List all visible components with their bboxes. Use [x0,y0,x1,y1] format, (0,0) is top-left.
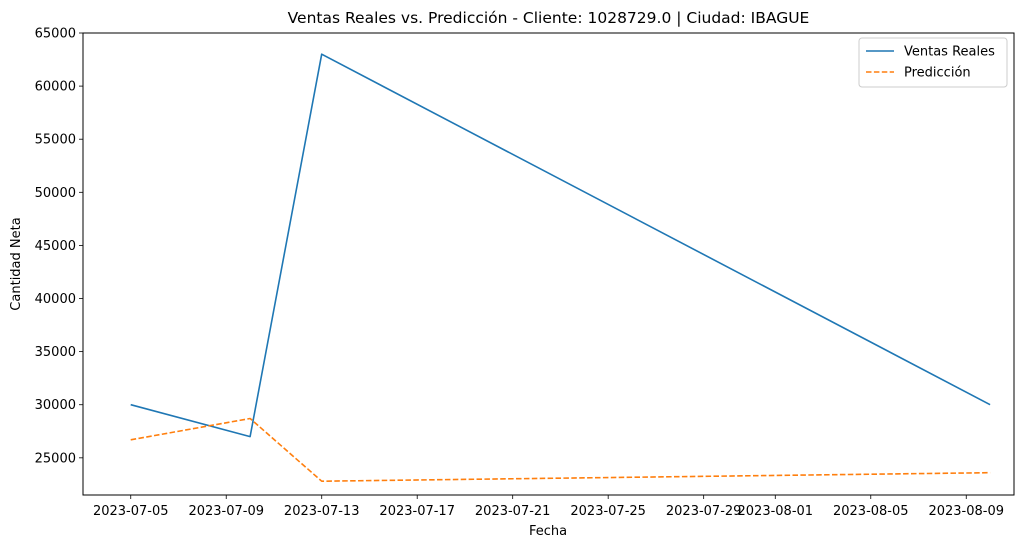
y-axis-label: Cantidad Neta [9,217,24,310]
y-tick-label: 40000 [35,292,76,307]
series-line-prediccion [130,417,991,483]
y-tick-label: 35000 [35,345,76,360]
x-tick-label: 2023-07-05 [93,504,169,519]
x-tick-label: 2023-08-01 [738,504,814,519]
legend: Ventas Reales Predicción [858,37,1008,88]
y-tick-label: 65000 [35,27,76,42]
legend-label-prediccion: Predicción [904,66,971,81]
x-tick-label: 2023-07-17 [379,504,455,519]
chart-title: Ventas Reales vs. Predicción - Cliente: … [288,9,810,27]
x-tick-label: 2023-07-09 [188,504,264,519]
y-tick-label: 45000 [35,239,76,254]
x-tick-label: 2023-07-21 [475,504,551,519]
legend-label-ventas-reales: Ventas Reales [904,45,995,60]
y-axis: 25000 30000 35000 40000 45000 50000 55000 60000… [35,27,83,466]
y-tick-label: 25000 [35,451,76,466]
series-line-ventas-reales [130,53,991,438]
y-tick-label: 30000 [35,398,76,413]
y-tick-label: 60000 [35,80,76,95]
x-tick-label: 2023-08-09 [928,504,1004,519]
x-tick-label: 2023-08-05 [833,504,909,519]
plot-frame [82,32,1015,496]
x-axis-label: Fecha [529,524,567,539]
plot-marks [130,53,991,483]
x-tick-label: 2023-07-29 [666,504,742,519]
y-tick-label: 50000 [35,186,76,201]
x-axis: 2023-07-05 2023-07-09 2023-07-13 2023-07-17… [93,495,1004,519]
legend-box [858,37,1008,88]
x-tick-label: 2023-07-25 [570,504,646,519]
x-tick-label: 2023-07-13 [284,504,360,519]
y-tick-label: 55000 [35,133,76,148]
